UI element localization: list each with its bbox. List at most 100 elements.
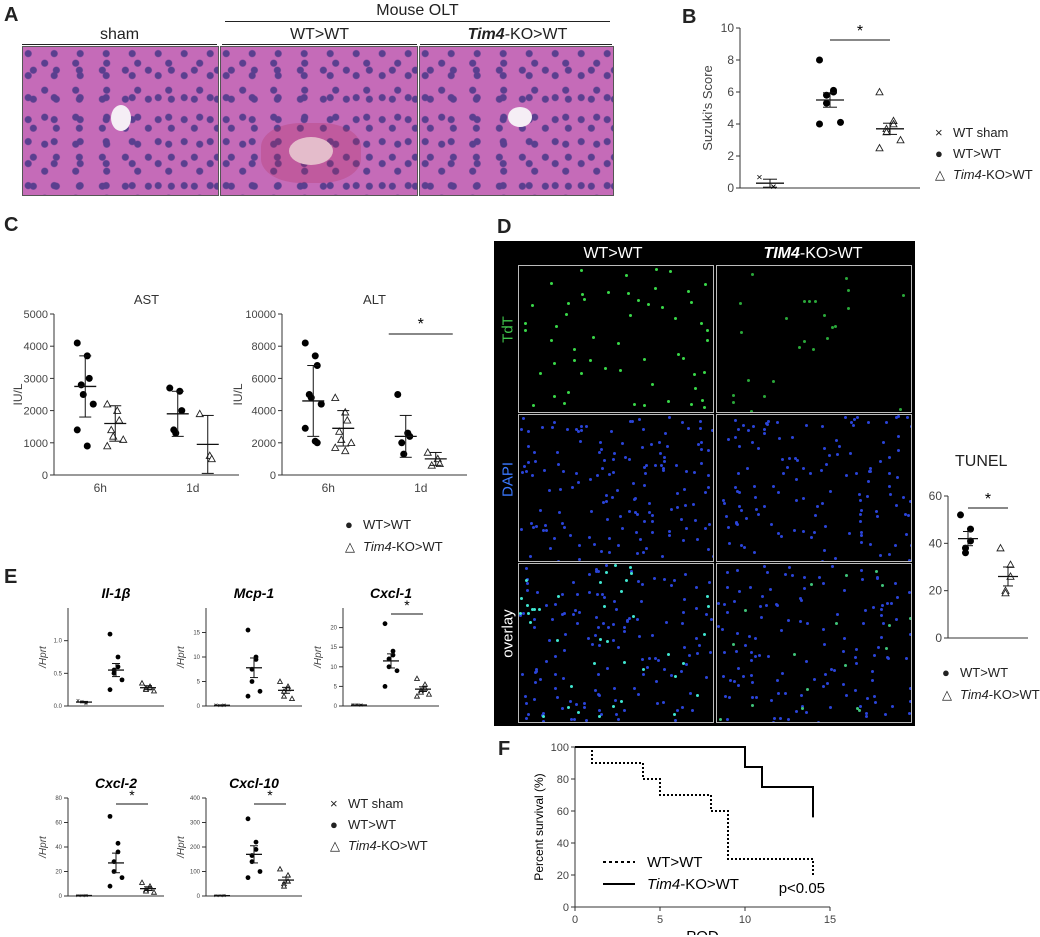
nucleus-dot [753, 485, 757, 489]
nucleus-dot [737, 491, 741, 495]
nucleus-dot [544, 523, 548, 527]
nucleus-dot [734, 520, 738, 524]
nucleus-dot [829, 668, 833, 672]
row-label-dapi: DAPI [499, 462, 517, 498]
x-tick-label: 6h [94, 481, 107, 495]
nucleus-dot [736, 428, 740, 432]
nucleus-dot [660, 306, 664, 310]
nucleus-dot [890, 704, 894, 708]
panel-d-micrograph-block: WT>WT TIM4-KO>WT TdT DAPI overlay [494, 241, 915, 726]
data-point [253, 847, 259, 852]
nucleus-dot [659, 464, 663, 468]
y-tick-label: 20 [929, 584, 943, 598]
y-tick-label: 2000 [24, 406, 48, 418]
data-point [85, 374, 93, 382]
nucleus-dot [711, 428, 713, 432]
nucleus-dot [617, 342, 621, 346]
nucleus-dot [763, 395, 767, 399]
nucleus-dot [541, 714, 545, 718]
nucleus-dot [556, 559, 560, 561]
nucleus-dot [689, 692, 693, 696]
nucleus-dot [837, 444, 841, 448]
nucleus-dot [613, 452, 617, 456]
data-point [875, 87, 884, 96]
nucleus-dot [524, 695, 528, 699]
nucleus-dot [623, 630, 627, 634]
nucleus-dot [590, 510, 594, 514]
data-point [346, 438, 356, 447]
x-tick-label: 1d [186, 481, 199, 495]
nucleus-dot [786, 465, 790, 469]
nucleus-dot [847, 289, 851, 293]
nucleus-dot [596, 692, 600, 696]
nucleus-dot [572, 612, 576, 616]
col-label-wt-wt: WT>WT [583, 245, 643, 262]
nucleus-dot [724, 514, 728, 518]
nucleus-dot [665, 444, 669, 448]
legend-d-item-tim4: △ Tim4-KO>WT [942, 687, 1040, 702]
nucleus-dot [611, 639, 615, 643]
nucleus-dot [858, 499, 862, 503]
nucleus-dot [859, 530, 863, 534]
nucleus-dot [525, 581, 529, 585]
nucleus-dot [763, 432, 767, 436]
nucleus-dot [635, 617, 639, 621]
panel-letter-b: B [682, 6, 697, 28]
nucleus-dot [802, 586, 806, 590]
nucleus-dot [681, 705, 685, 709]
nucleus-dot [647, 510, 651, 514]
data-point [390, 648, 396, 654]
nucleus-dot [628, 419, 632, 423]
data-point: × [76, 696, 80, 705]
nucleus-dot [696, 537, 700, 541]
nucleus-dot [594, 688, 598, 692]
nucleus-dot [699, 427, 703, 430]
nucleus-dot [646, 302, 650, 306]
nucleus-dot [708, 523, 712, 527]
nucleus-dot [563, 525, 567, 529]
nucleus-dot [650, 514, 654, 518]
y-tick-label: 20 [557, 870, 569, 882]
data-point [207, 454, 217, 463]
nucleus-dot [608, 536, 612, 540]
nucleus-dot [865, 697, 869, 701]
nucleus-dot [668, 534, 671, 538]
nucleus-dot [741, 424, 745, 428]
nucleus-dot [859, 540, 863, 544]
y-axis-label: /Hprt [38, 645, 49, 669]
nucleus-dot [583, 297, 587, 301]
nucleus-dot [712, 555, 713, 559]
nucleus-dot [750, 409, 754, 412]
nucleus-dot [644, 464, 648, 468]
nucleus-dot [779, 629, 783, 633]
nucleus-dot [573, 348, 576, 352]
nucleus-dot [585, 424, 589, 428]
nucleus-dot [736, 631, 740, 635]
nucleus-dot [870, 679, 874, 683]
nucleus-dot [746, 428, 750, 432]
legend-c-item-wt-wt: ● WT>WT [345, 517, 412, 532]
nucleus-dot [792, 653, 796, 657]
nucleus-dot [796, 459, 800, 463]
y-tick-label: 5000 [24, 309, 48, 321]
nucleus-dot [881, 622, 885, 626]
data-point [330, 443, 340, 451]
nucleus-dot [654, 464, 658, 468]
nucleus-dot [809, 472, 813, 476]
nucleus-dot [737, 589, 741, 593]
nucleus-dot [702, 405, 706, 409]
nucleus-dot [637, 580, 641, 584]
nucleus-dot [648, 657, 652, 661]
chart-f-survival: 0 20 40 60 80 100 0 5 10 15 POD Percent survival (%… [532, 742, 836, 935]
survival-line-1 [575, 746, 814, 818]
y-axis-label: /Hprt [38, 835, 49, 859]
nucleus-dot [895, 475, 899, 479]
data-point [245, 816, 251, 822]
nucleus-dot [531, 474, 535, 478]
nucleus-dot [854, 661, 858, 665]
nucleus-dot [664, 432, 667, 436]
nucleus-dot [908, 499, 911, 503]
panel-letter-c: C [4, 214, 19, 236]
nucleus-dot [529, 522, 533, 526]
nucleus-dot [841, 649, 845, 653]
